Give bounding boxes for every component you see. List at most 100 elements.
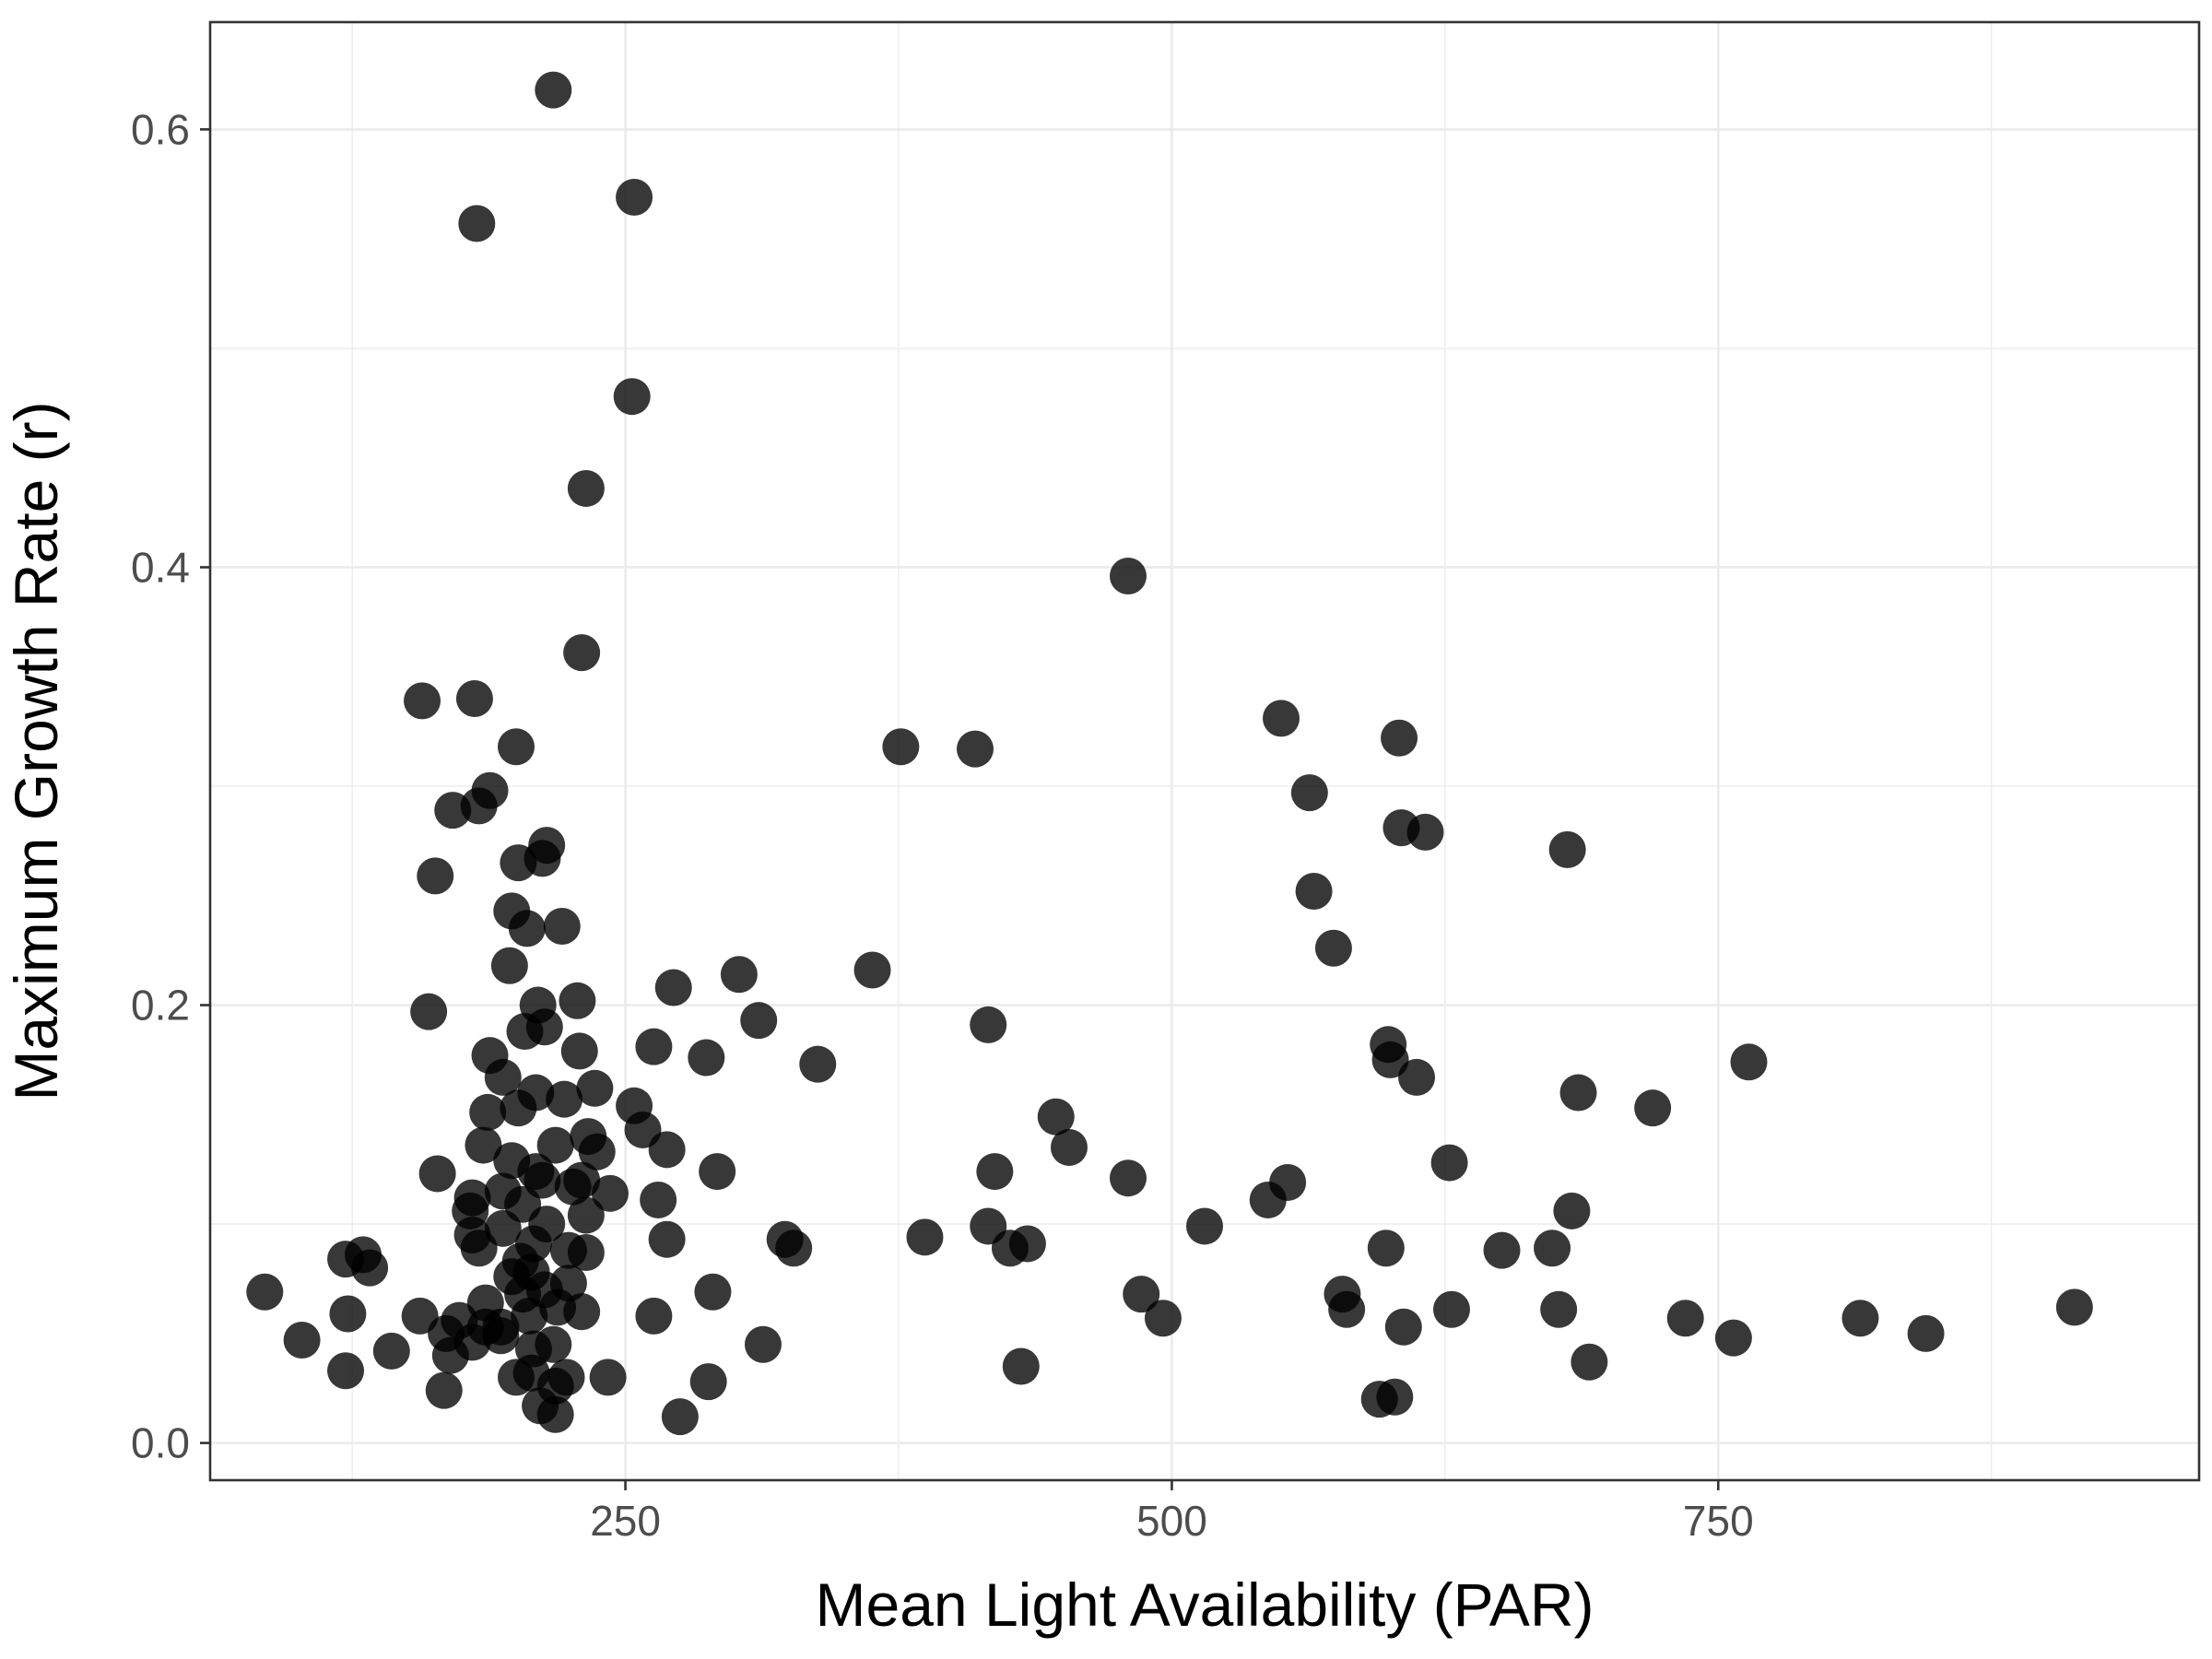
data-point — [458, 205, 496, 242]
data-point — [498, 728, 535, 766]
data-point — [546, 1080, 583, 1118]
data-point — [1548, 830, 1586, 868]
data-point — [559, 982, 596, 1019]
data-point — [799, 1045, 837, 1083]
data-point — [511, 1297, 548, 1335]
data-point — [1295, 873, 1333, 911]
data-point — [906, 1218, 944, 1256]
data-point — [640, 1181, 677, 1218]
data-point — [1553, 1192, 1591, 1230]
data-point — [578, 1133, 616, 1171]
data-point — [351, 1249, 389, 1287]
data-point — [536, 1395, 574, 1433]
data-point — [417, 857, 454, 895]
data-point — [1314, 929, 1352, 967]
y-tick-label: 0.0 — [131, 1419, 190, 1467]
data-point — [882, 728, 920, 766]
data-point — [694, 1273, 732, 1311]
data-point — [1571, 1343, 1608, 1381]
data-point — [1730, 1043, 1768, 1081]
y-tick-label: 0.6 — [131, 105, 190, 153]
data-point — [1123, 1276, 1160, 1313]
data-point — [1384, 1308, 1422, 1346]
data-point — [567, 1196, 605, 1234]
data-point — [589, 1359, 627, 1396]
x-axis-ticks: 250 500 750 — [590, 1480, 1754, 1545]
data-point — [490, 947, 528, 984]
data-point — [957, 730, 994, 768]
data-point — [1037, 1098, 1075, 1135]
data-point — [560, 1032, 598, 1070]
data-point — [1406, 813, 1444, 851]
data-point — [465, 1126, 502, 1164]
data-point — [1381, 719, 1418, 757]
data-point — [775, 1230, 813, 1267]
data-point — [1907, 1314, 1945, 1352]
data-point — [434, 792, 472, 830]
data-point — [283, 1321, 321, 1359]
data-point — [740, 1002, 778, 1040]
data-point — [970, 1006, 1007, 1043]
data-point — [455, 679, 493, 717]
x-tick-label: 500 — [1136, 1497, 1207, 1545]
data-point — [661, 1398, 699, 1436]
data-point — [549, 1231, 587, 1269]
data-point — [616, 179, 653, 217]
data-point — [500, 844, 537, 882]
data-point — [482, 1317, 520, 1355]
data-point — [404, 682, 441, 720]
data-point — [1534, 1230, 1571, 1267]
data-point — [991, 1230, 1029, 1267]
data-point — [1249, 1181, 1287, 1218]
data-point — [535, 1325, 572, 1363]
data-point — [1144, 1300, 1182, 1337]
data-point — [500, 1089, 537, 1127]
data-point — [2055, 1288, 2093, 1326]
data-point — [246, 1273, 284, 1311]
data-point — [1263, 700, 1300, 737]
data-point — [1050, 1128, 1088, 1166]
data-point — [327, 1352, 365, 1390]
data-point — [418, 1155, 456, 1193]
data-point — [484, 1058, 522, 1096]
data-point — [1002, 1347, 1040, 1385]
data-point — [1714, 1319, 1752, 1357]
y-tick-label: 0.2 — [131, 982, 190, 1030]
data-point — [425, 1371, 463, 1409]
data-point — [1290, 774, 1328, 812]
data-point — [635, 1297, 673, 1335]
x-axis-title: Mean Light Availability (PAR) — [816, 1571, 1594, 1639]
x-tick-label: 250 — [590, 1497, 661, 1545]
y-axis-title: Maximum Growth Rate (r) — [2, 401, 70, 1100]
data-point — [853, 951, 891, 989]
data-point — [648, 1220, 686, 1258]
data-point — [1841, 1300, 1879, 1337]
data-point — [567, 469, 605, 507]
data-point — [563, 634, 601, 672]
data-point — [543, 908, 581, 946]
data-point — [508, 910, 546, 947]
data-point — [1634, 1089, 1672, 1127]
data-point — [576, 1069, 614, 1107]
data-point — [1328, 1290, 1366, 1328]
data-point — [720, 956, 758, 994]
data-point — [699, 1153, 736, 1191]
data-point — [635, 1028, 673, 1065]
data-points — [246, 71, 2093, 1436]
data-point — [1432, 1290, 1470, 1328]
data-point — [744, 1325, 782, 1363]
data-point — [654, 969, 692, 1006]
data-point — [469, 1093, 507, 1131]
y-axis-ticks: 0.0 0.2 0.4 0.6 — [131, 105, 210, 1467]
data-point — [1483, 1231, 1521, 1269]
panel-border — [208, 20, 2201, 1482]
data-point — [613, 378, 651, 416]
data-point — [372, 1332, 410, 1370]
data-point — [1371, 1041, 1409, 1078]
data-point — [329, 1295, 367, 1333]
data-point — [1559, 1074, 1597, 1112]
data-point — [1430, 1144, 1468, 1182]
data-point — [689, 1363, 727, 1401]
data-point — [688, 1039, 725, 1077]
